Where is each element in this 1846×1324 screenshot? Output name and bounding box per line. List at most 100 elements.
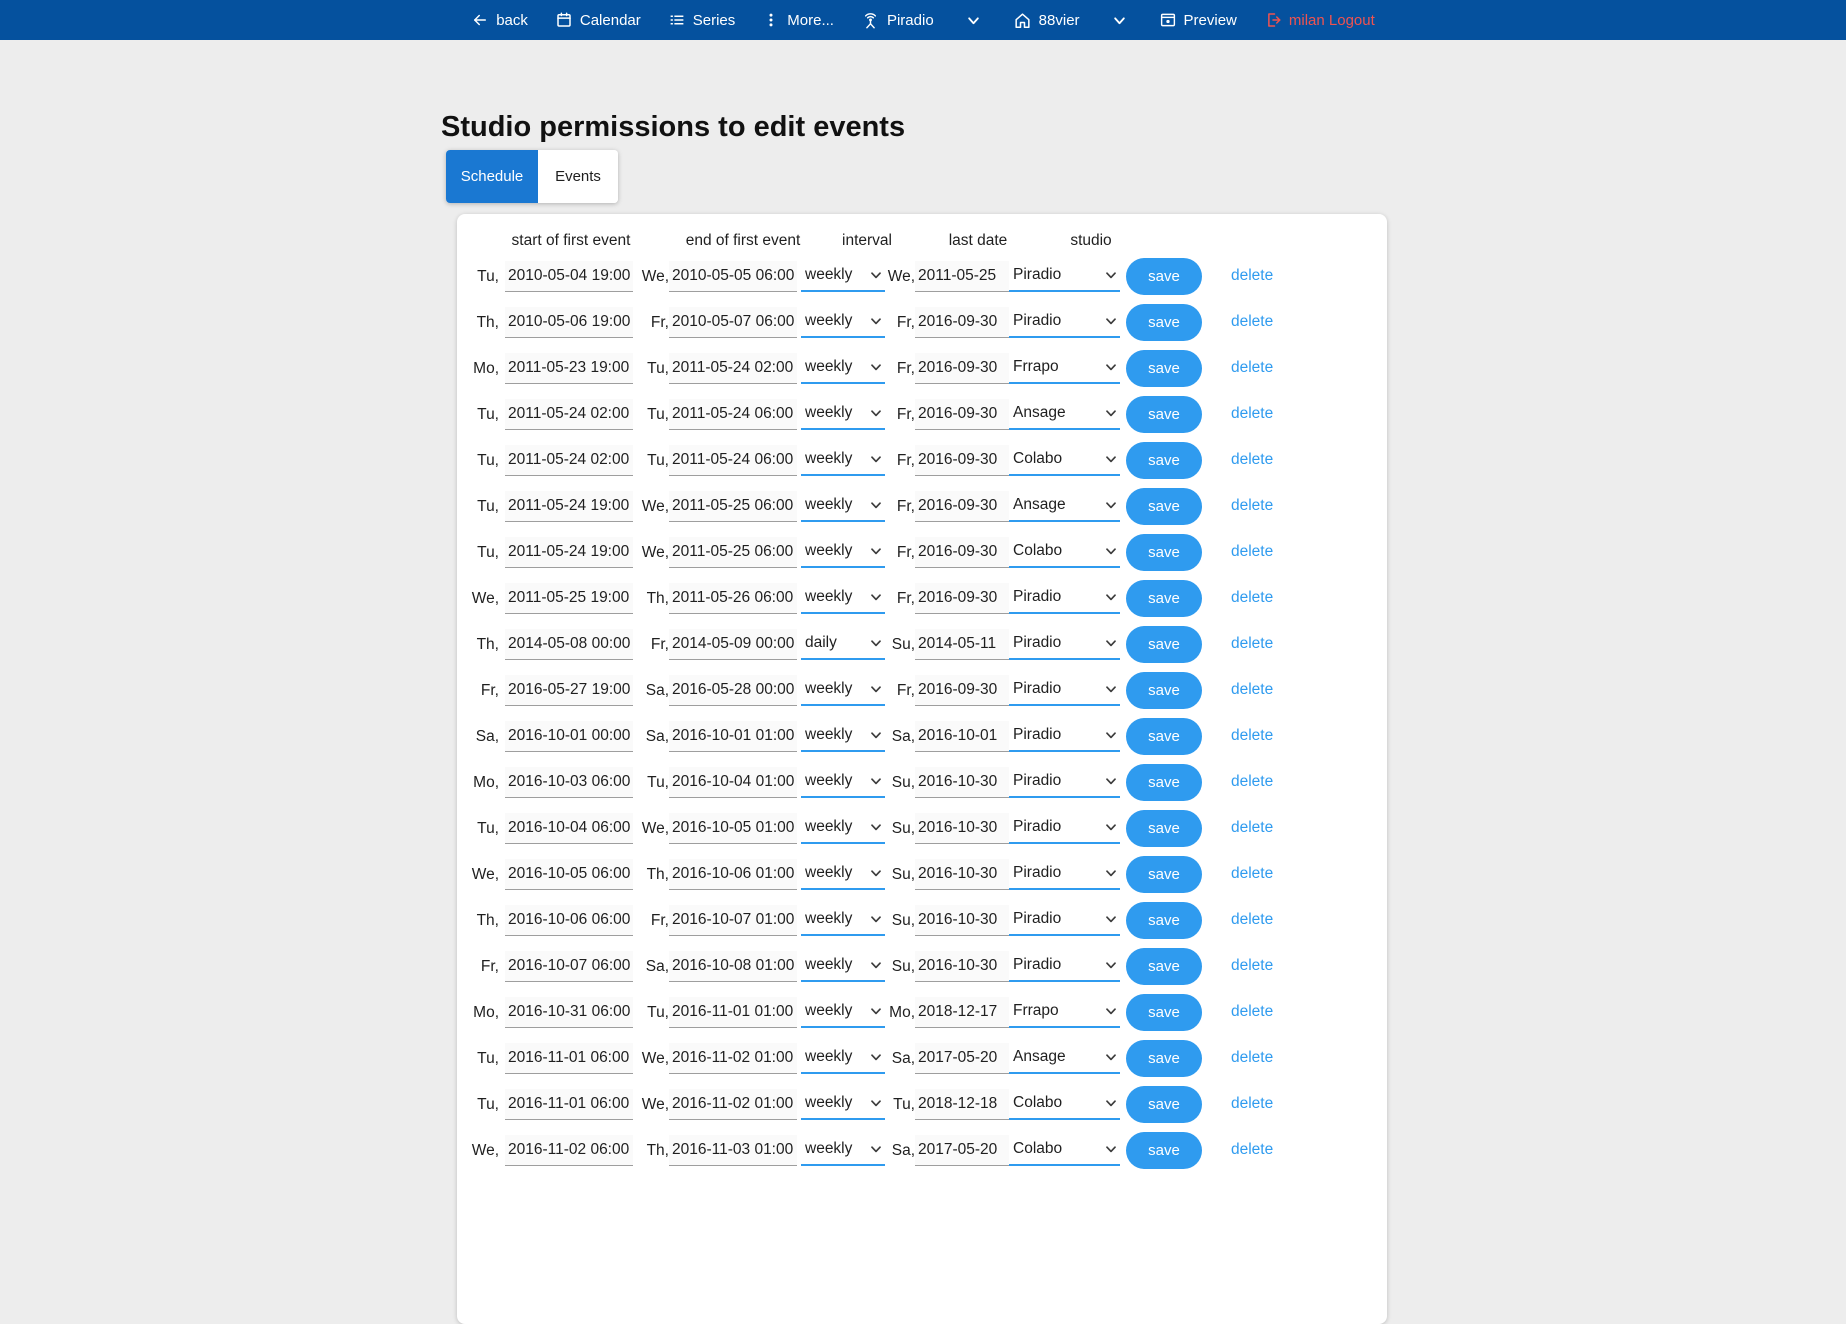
interval-select[interactable]: weekly [801,260,885,292]
chevron-down-icon[interactable] [1113,14,1126,27]
end-date-input[interactable]: 2011-05-24 02:00 [669,352,797,384]
start-date-input[interactable]: 2016-11-01 06:00 [505,1042,633,1074]
start-date-input[interactable]: 2016-11-01 06:00 [505,1088,633,1120]
delete-link[interactable]: delete [1231,359,1274,376]
last-date-input[interactable]: 2016-10-30 [915,812,1009,844]
studio-select[interactable]: Piradio [1009,306,1120,338]
interval-select[interactable]: weekly [801,444,885,476]
delete-link[interactable]: delete [1231,1049,1274,1066]
delete-link[interactable]: delete [1231,405,1274,422]
delete-link[interactable]: delete [1231,727,1274,744]
studio-select[interactable]: Piradio [1009,720,1120,752]
nav-item-piradio[interactable]: Piradio [861,11,934,30]
last-date-input[interactable]: 2016-10-01 [915,720,1009,752]
delete-link[interactable]: delete [1231,313,1274,330]
interval-select[interactable]: weekly [801,720,885,752]
interval-select[interactable]: weekly [801,398,885,430]
delete-link[interactable]: delete [1231,957,1274,974]
delete-link[interactable]: delete [1231,1003,1274,1020]
studio-select[interactable]: Colabo [1009,536,1120,568]
save-button[interactable]: save [1126,579,1202,617]
interval-select[interactable]: weekly [801,1134,885,1166]
studio-select[interactable]: Piradio [1009,674,1120,706]
save-button[interactable]: save [1126,1039,1202,1077]
interval-select[interactable]: weekly [801,536,885,568]
delete-link[interactable]: delete [1231,589,1274,606]
interval-select[interactable]: weekly [801,766,885,798]
start-date-input[interactable]: 2010-05-06 19:00 [505,306,633,338]
studio-select[interactable]: Piradio [1009,628,1120,660]
start-date-input[interactable]: 2016-10-05 06:00 [505,858,633,890]
studio-select[interactable]: Ansage [1009,1042,1120,1074]
studio-select[interactable]: Colabo [1009,444,1120,476]
nav-item-more[interactable]: More... [762,11,834,29]
delete-link[interactable]: delete [1231,1095,1274,1112]
studio-select[interactable]: Colabo [1009,1134,1120,1166]
last-date-input[interactable]: 2011-05-25 [915,260,1009,292]
delete-link[interactable]: delete [1231,819,1274,836]
save-button[interactable]: save [1126,303,1202,341]
start-date-input[interactable]: 2010-05-04 19:00 [505,260,633,292]
interval-select[interactable]: weekly [801,1088,885,1120]
last-date-input[interactable]: 2017-05-20 [915,1042,1009,1074]
interval-select[interactable]: weekly [801,582,885,614]
last-date-input[interactable]: 2016-10-30 [915,904,1009,936]
tab-events[interactable]: Events [538,150,618,203]
delete-link[interactable]: delete [1231,1141,1274,1158]
last-date-input[interactable]: 2016-09-30 [915,490,1009,522]
end-date-input[interactable]: 2016-11-02 01:00 [669,1088,797,1120]
interval-select[interactable]: weekly [801,996,885,1028]
save-button[interactable]: save [1126,487,1202,525]
save-button[interactable]: save [1126,763,1202,801]
interval-select[interactable]: weekly [801,950,885,982]
save-button[interactable]: save [1126,441,1202,479]
start-date-input[interactable]: 2011-05-24 19:00 [505,536,633,568]
delete-link[interactable]: delete [1231,267,1274,284]
start-date-input[interactable]: 2016-10-06 06:00 [505,904,633,936]
last-date-input[interactable]: 2016-09-30 [915,444,1009,476]
studio-select[interactable]: Piradio [1009,904,1120,936]
delete-link[interactable]: delete [1231,543,1274,560]
last-date-input[interactable]: 2016-09-30 [915,398,1009,430]
interval-select[interactable]: weekly [801,306,885,338]
last-date-input[interactable]: 2016-09-30 [915,352,1009,384]
save-button[interactable]: save [1126,625,1202,663]
save-button[interactable]: save [1126,533,1202,571]
start-date-input[interactable]: 2016-10-31 06:00 [505,996,633,1028]
end-date-input[interactable]: 2011-05-24 06:00 [669,398,797,430]
start-date-input[interactable]: 2016-10-07 06:00 [505,950,633,982]
start-date-input[interactable]: 2011-05-24 19:00 [505,490,633,522]
save-button[interactable]: save [1126,349,1202,387]
save-button[interactable]: save [1126,1131,1202,1169]
nav-item-logout[interactable]: milan Logout [1264,11,1375,29]
end-date-input[interactable]: 2016-05-28 00:00 [669,674,797,706]
save-button[interactable]: save [1126,901,1202,939]
studio-select[interactable]: Frrapo [1009,996,1120,1028]
last-date-input[interactable]: 2017-05-20 [915,1134,1009,1166]
end-date-input[interactable]: 2010-05-07 06:00 [669,306,797,338]
studio-select[interactable]: Ansage [1009,398,1120,430]
last-date-input[interactable]: 2018-12-18 [915,1088,1009,1120]
start-date-input[interactable]: 2016-11-02 06:00 [505,1134,633,1166]
save-button[interactable]: save [1126,809,1202,847]
interval-select[interactable]: daily [801,628,885,660]
start-date-input[interactable]: 2016-10-03 06:00 [505,766,633,798]
end-date-input[interactable]: 2011-05-25 06:00 [669,490,797,522]
end-date-input[interactable]: 2011-05-26 06:00 [669,582,797,614]
nav-item-preview[interactable]: Preview [1159,11,1237,29]
last-date-input[interactable]: 2016-10-30 [915,950,1009,982]
start-date-input[interactable]: 2011-05-24 02:00 [505,398,633,430]
save-button[interactable]: save [1126,717,1202,755]
studio-select[interactable]: Piradio [1009,260,1120,292]
start-date-input[interactable]: 2016-10-01 00:00 [505,720,633,752]
tab-schedule[interactable]: Schedule [446,150,538,203]
end-date-input[interactable]: 2016-11-01 01:00 [669,996,797,1028]
nav-item-back[interactable]: back [471,11,528,29]
studio-select[interactable]: Piradio [1009,858,1120,890]
start-date-input[interactable]: 2011-05-25 19:00 [505,582,633,614]
end-date-input[interactable]: 2016-11-03 01:00 [669,1134,797,1166]
start-date-input[interactable]: 2011-05-23 19:00 [505,352,633,384]
end-date-input[interactable]: 2016-11-02 01:00 [669,1042,797,1074]
last-date-input[interactable]: 2016-09-30 [915,674,1009,706]
studio-select[interactable]: Piradio [1009,582,1120,614]
